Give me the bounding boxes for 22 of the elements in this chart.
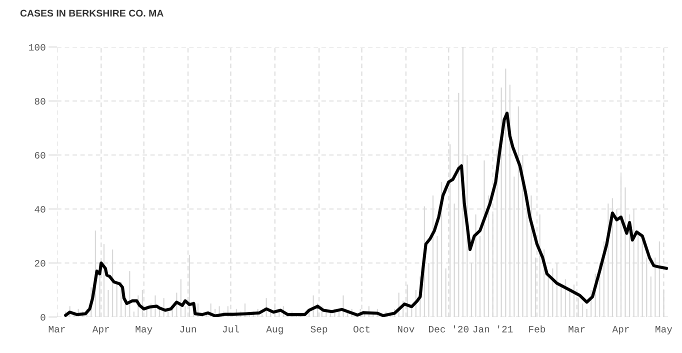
x-tick-label: Apr: [612, 326, 629, 334]
x-tick-label: Dec '20: [429, 325, 468, 332]
y-tick-label: 80: [34, 98, 46, 105]
x-tick-label: Mar: [48, 326, 65, 332]
x-tick-label: May: [656, 326, 672, 334]
y-tick-label: 20: [34, 260, 46, 267]
x-tick-label: Mar: [568, 326, 585, 332]
y-tick-label: 40: [34, 206, 46, 213]
x-tick-label: May: [136, 326, 152, 334]
x-tick-label: Nov: [398, 326, 414, 332]
x-tick-label: Feb: [529, 325, 546, 332]
x-tick-label: Jan '21: [473, 325, 513, 332]
x-tick-label: Jun: [180, 326, 196, 332]
x-tick-label: Sep: [310, 326, 328, 334]
chart-title: CASES IN BERKSHIRE CO. MA: [20, 10, 164, 17]
x-tick-label: Aug: [266, 326, 283, 334]
x-tick-label: Apr: [92, 326, 110, 334]
x-tick-label: Jul: [222, 325, 239, 332]
x-tick-label: Oct: [354, 326, 370, 332]
y-tick-label: 0: [40, 314, 46, 321]
y-tick-label: 100: [29, 44, 46, 51]
y-tick-label: 60: [34, 152, 46, 159]
